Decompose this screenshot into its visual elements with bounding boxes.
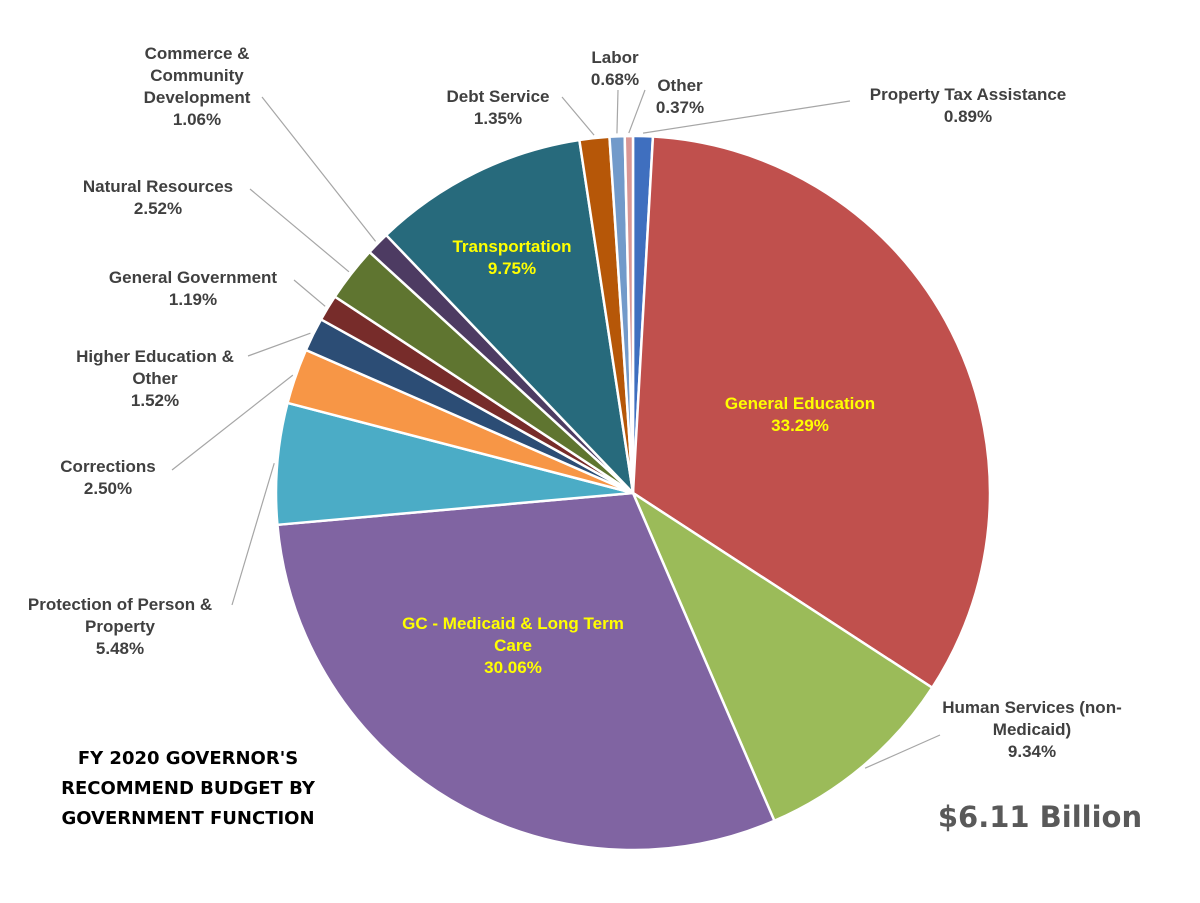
leader-line <box>864 734 941 769</box>
pie-slice <box>623 134 635 494</box>
leader-line <box>249 188 350 273</box>
category-label: Other <box>657 76 703 95</box>
value-label: 0.68% <box>590 70 640 89</box>
slice-label: General Education 33.29% <box>690 393 910 437</box>
slice-label: Debt Service 1.35% <box>428 86 568 130</box>
leader-line <box>293 279 326 307</box>
leader-line <box>642 100 851 134</box>
slice-label: Protection of Person & Property 5.48% <box>5 594 235 660</box>
category-label: Commerce & Community Development <box>143 44 251 107</box>
slice-label: General Government 1.19% <box>83 267 303 311</box>
value-label: 33.29% <box>771 416 829 435</box>
category-label: Transportation <box>452 237 572 256</box>
category-label: General Education <box>724 394 876 413</box>
value-label: 2.50% <box>83 479 133 498</box>
leader-line <box>231 463 275 606</box>
slice-label: Higher Education & Other 1.52% <box>55 346 255 412</box>
value-label: 0.89% <box>943 107 993 126</box>
category-label: Higher Education & Other <box>76 347 234 388</box>
category-label: Protection of Person & Property <box>27 595 213 636</box>
leader-line <box>171 374 294 471</box>
slice-label: GC - Medicaid & Long Term Care 30.06% <box>393 613 633 679</box>
category-label: Property Tax Assistance <box>869 85 1067 104</box>
category-label: General Government <box>108 268 278 287</box>
slice-label: Labor 0.68% <box>575 47 655 91</box>
leader-line <box>247 332 311 357</box>
value-label: 1.06% <box>172 110 222 129</box>
leader-line <box>561 96 595 136</box>
value-label: 1.19% <box>168 290 218 309</box>
leader-line <box>616 89 619 134</box>
category-label: Labor <box>591 48 639 67</box>
slice-label: Corrections 2.50% <box>28 456 188 500</box>
value-label: 5.48% <box>95 639 145 658</box>
slice-label: Natural Resources 2.52% <box>58 176 258 220</box>
value-label: 0.37% <box>655 98 705 117</box>
value-label: 30.06% <box>484 658 542 677</box>
value-label: 2.52% <box>133 199 183 218</box>
slice-label: Commerce & Community Development 1.06% <box>127 43 267 131</box>
total-label: $6.11 Billion <box>937 800 1143 834</box>
slice-label: Property Tax Assistance 0.89% <box>838 84 1098 128</box>
value-label: 1.52% <box>130 391 180 410</box>
value-label: 9.34% <box>1007 742 1057 761</box>
pie-slice <box>630 489 934 823</box>
chart-title: FY 2020 GOVERNOR'S RECOMMEND BUDGET BY G… <box>61 748 315 829</box>
value-label: 1.35% <box>473 109 523 128</box>
category-label: Debt Service <box>446 87 550 106</box>
slice-label: Other 0.37% <box>640 75 720 119</box>
slice-label: Human Services (non-Medicaid) 9.34% <box>942 697 1122 763</box>
category-label: Corrections <box>60 457 156 476</box>
value-label: 9.75% <box>487 259 537 278</box>
pie-slice <box>384 138 635 497</box>
category-label: Natural Resources <box>82 177 234 196</box>
category-label: Human Services (non-Medicaid) <box>942 698 1122 739</box>
leader-line <box>628 89 646 134</box>
category-label: GC - Medicaid & Long Term Care <box>402 614 624 655</box>
pie-slice <box>276 491 777 852</box>
slice-label: Transportation 9.75% <box>422 236 602 280</box>
leader-line <box>261 96 377 242</box>
